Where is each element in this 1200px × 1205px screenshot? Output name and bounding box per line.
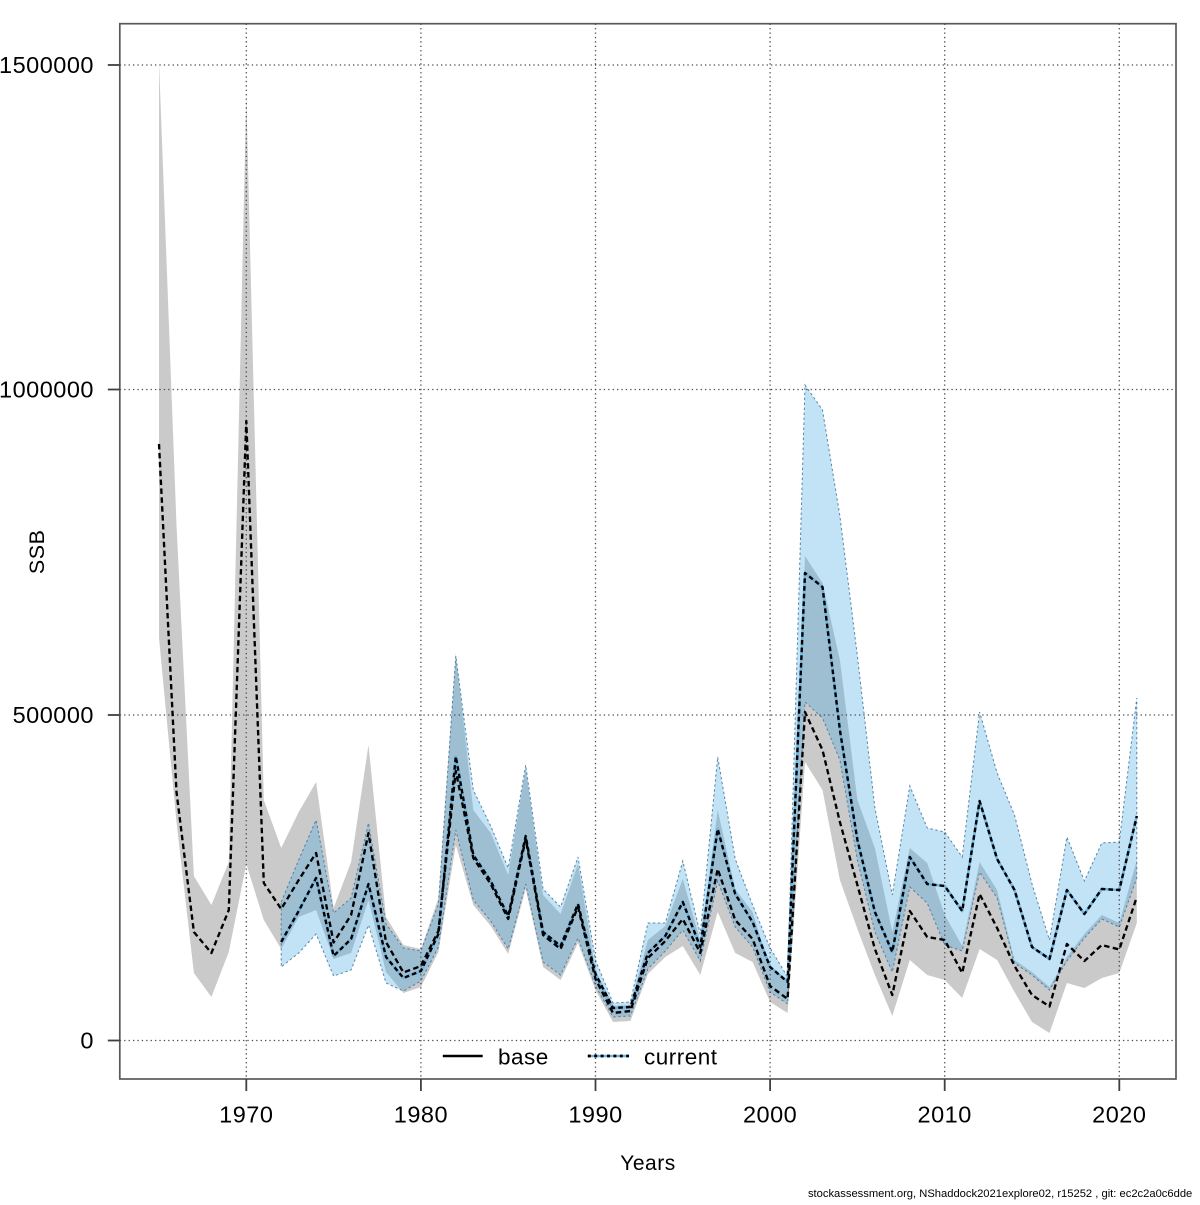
svg-text:1970: 1970 <box>219 1102 273 1128</box>
svg-text:1980: 1980 <box>394 1102 448 1128</box>
svg-text:base: base <box>498 1045 549 1070</box>
svg-text:0: 0 <box>80 1028 94 1054</box>
svg-text:1990: 1990 <box>568 1102 622 1128</box>
svg-text:SSB: SSB <box>25 530 49 575</box>
svg-text:1500000: 1500000 <box>0 52 94 78</box>
svg-text:2010: 2010 <box>918 1102 972 1128</box>
svg-text:Years: Years <box>620 1152 675 1175</box>
svg-text:500000: 500000 <box>13 702 94 728</box>
svg-text:1000000: 1000000 <box>0 377 94 403</box>
svg-text:current: current <box>644 1045 718 1070</box>
svg-text:stockassessment.org, NShaddock: stockassessment.org, NShaddock2021explor… <box>808 1188 1192 1200</box>
svg-text:2000: 2000 <box>743 1102 797 1128</box>
svg-text:2020: 2020 <box>1092 1102 1146 1128</box>
